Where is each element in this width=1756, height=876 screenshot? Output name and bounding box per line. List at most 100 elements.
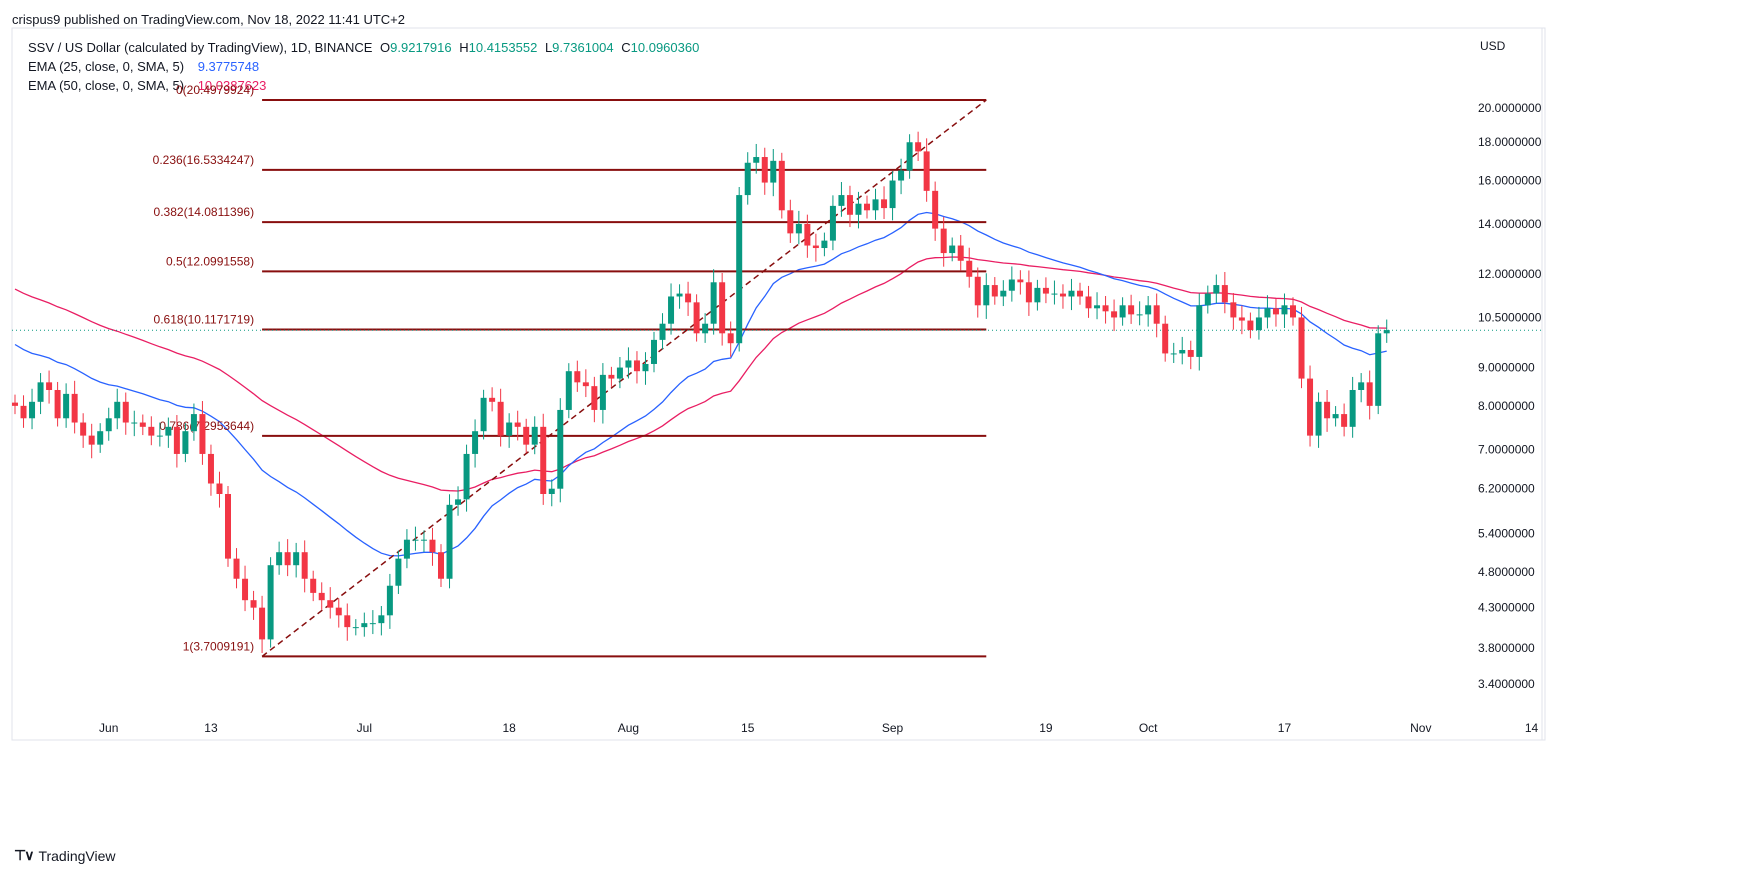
candle-body [369, 623, 376, 625]
candle-body [846, 195, 853, 215]
candle-body [710, 282, 717, 324]
candle-body [889, 180, 896, 209]
candle-body [148, 426, 155, 436]
candle-body [361, 623, 368, 628]
candle-body [1272, 308, 1279, 315]
candle-body [906, 142, 913, 171]
candle-body [1179, 349, 1186, 354]
candle-body [812, 245, 819, 249]
candle-body [438, 552, 444, 579]
candle-body [1332, 414, 1339, 419]
candle-body [1238, 317, 1245, 321]
candle-body [395, 558, 402, 586]
candle-body [46, 382, 53, 390]
ema50-label: EMA (50, close, 0, SMA, 5) [28, 78, 185, 93]
candle-body [173, 426, 180, 454]
ema25-line [14, 211, 1387, 557]
ema50-line [14, 256, 1387, 492]
candle-body [122, 401, 129, 423]
candle-body [1341, 414, 1348, 427]
candle-body [29, 401, 36, 419]
candle-body [608, 374, 615, 379]
candle-body [983, 285, 990, 306]
y-tick-label: 3.8000000 [1478, 641, 1535, 655]
candle-body [787, 210, 794, 234]
candle-body [1059, 293, 1066, 297]
candle-body [719, 282, 726, 334]
candle-body [1213, 285, 1220, 294]
candle-body [523, 426, 530, 445]
candle-body [923, 151, 930, 191]
candle-body [207, 453, 214, 484]
candle-body [225, 493, 231, 559]
candle-body [1324, 401, 1331, 419]
candle-body [1349, 389, 1356, 427]
candle-body [736, 195, 743, 344]
candle-body [1375, 333, 1382, 406]
candle-body [940, 228, 947, 254]
candle-body [1034, 287, 1041, 303]
candle-body [855, 203, 862, 215]
candle-body [753, 157, 760, 163]
candle-body [1051, 293, 1058, 295]
candle-body [616, 367, 623, 379]
candle-body [829, 205, 836, 241]
candle-body [864, 203, 870, 211]
y-tick-label: 4.3000000 [1478, 601, 1535, 615]
candle-body [1255, 317, 1262, 331]
candle-body [1247, 320, 1254, 331]
candle-body [932, 190, 939, 229]
x-tick-label: Nov [1410, 721, 1431, 735]
candle-body [182, 431, 189, 454]
candle-body [1008, 279, 1015, 291]
y-tick-label: 8.0000000 [1478, 399, 1535, 413]
candle-body [139, 422, 146, 427]
x-tick-label: Sep [882, 721, 904, 735]
tradingview-logo-icon: ⊤∨ [14, 847, 35, 863]
candle-body [310, 578, 317, 593]
candle-body [1153, 305, 1160, 324]
candle-body [744, 162, 751, 196]
x-tick-label: 19 [1039, 721, 1053, 735]
candle-body [821, 240, 828, 249]
candle-body [250, 600, 257, 608]
y-tick-label: 14.0000000 [1478, 217, 1542, 231]
candle-body [455, 499, 462, 505]
symbol-title: SSV / US Dollar (calculated by TradingVi… [28, 40, 373, 55]
candle-body [1307, 378, 1314, 436]
candle-body [1077, 290, 1083, 297]
candle-body [327, 600, 334, 608]
candle-body [514, 422, 521, 427]
fib-level-label: 0.618(10.1171719) [154, 313, 255, 327]
x-tick-label: Aug [618, 721, 639, 735]
candle-body [795, 223, 802, 234]
candle-body [54, 389, 61, 419]
ema25-legend[interactable]: EMA (25, close, 0, SMA, 5) 9.3775748 [28, 59, 263, 74]
fib-level-label: 0.236(16.5334247) [153, 153, 254, 167]
x-tick-label: Jul [357, 721, 372, 735]
candle-body [267, 565, 274, 640]
candle-body [1136, 314, 1143, 316]
candle-body [352, 627, 359, 629]
ema50-legend[interactable]: EMA (50, close, 0, SMA, 5) 10.0387623 [28, 78, 270, 93]
y-tick-label: 10.5000000 [1478, 310, 1542, 324]
candle-body [881, 199, 888, 209]
candle-body [633, 360, 640, 372]
open-label: O [380, 40, 391, 55]
candle-body [1315, 401, 1322, 436]
candle-body [685, 293, 692, 303]
candle-body [429, 539, 436, 553]
candle-body [386, 585, 393, 616]
candle-body [190, 414, 197, 432]
candle-body [1366, 382, 1373, 406]
candle-body [1281, 305, 1288, 315]
candle-body [1230, 302, 1237, 318]
candle-body [420, 539, 427, 541]
candle-body [1111, 311, 1118, 318]
fib-trend-line [261, 99, 987, 658]
candle-body [898, 170, 905, 181]
candle-body [693, 302, 700, 334]
tradingview-brand[interactable]: ⊤∨ TradingView [14, 847, 116, 864]
candle-body [778, 160, 785, 211]
